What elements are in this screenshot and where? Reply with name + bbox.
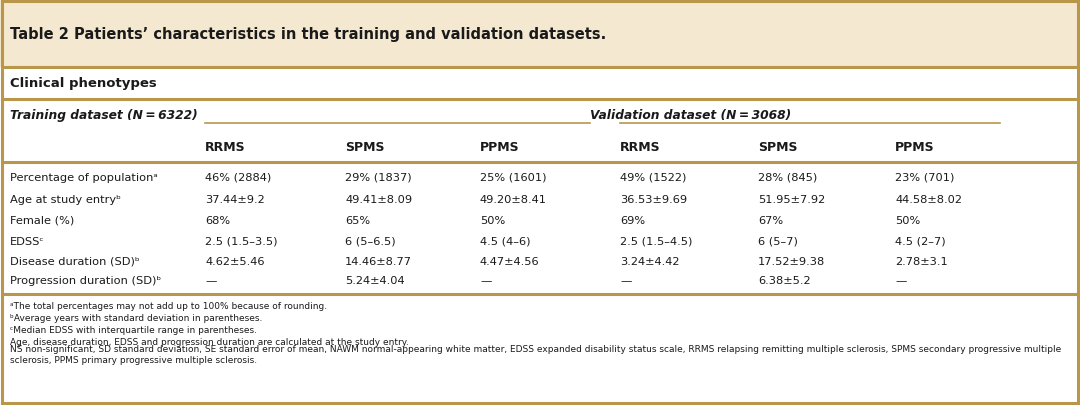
Text: 17.52±9.38: 17.52±9.38 bbox=[758, 256, 825, 266]
Text: Validation dataset (N = 3068): Validation dataset (N = 3068) bbox=[590, 108, 792, 121]
Text: PPMS: PPMS bbox=[895, 141, 934, 154]
Text: 4.47±4.56: 4.47±4.56 bbox=[480, 256, 540, 266]
Text: Female (%): Female (%) bbox=[10, 215, 75, 226]
Text: Percentage of populationᵃ: Percentage of populationᵃ bbox=[10, 173, 158, 183]
Text: RRMS: RRMS bbox=[620, 141, 661, 154]
Text: Training dataset (N = 6322): Training dataset (N = 6322) bbox=[10, 108, 198, 121]
Text: Progression duration (SD)ᵇ: Progression duration (SD)ᵇ bbox=[10, 275, 161, 285]
Text: ᵇAverage years with standard deviation in parentheses.: ᵇAverage years with standard deviation i… bbox=[10, 314, 262, 323]
Text: Clinical phenotypes: Clinical phenotypes bbox=[10, 77, 157, 90]
Text: Age, disease duration, EDSS and progression duration are calculated at the study: Age, disease duration, EDSS and progress… bbox=[10, 338, 408, 347]
Text: 28% (845): 28% (845) bbox=[758, 173, 818, 183]
Text: 49% (1522): 49% (1522) bbox=[620, 173, 687, 183]
Text: Table 2 Patients’ characteristics in the training and validation datasets.: Table 2 Patients’ characteristics in the… bbox=[10, 26, 606, 41]
Text: 69%: 69% bbox=[620, 215, 645, 226]
Text: 50%: 50% bbox=[895, 215, 920, 226]
Text: —: — bbox=[620, 275, 632, 285]
Bar bbox=[0, 0, 1080, 68]
Text: 49.41±8.09: 49.41±8.09 bbox=[345, 194, 413, 205]
Text: 65%: 65% bbox=[345, 215, 370, 226]
Text: 4.5 (4–6): 4.5 (4–6) bbox=[480, 237, 530, 246]
Text: 2.78±3.1: 2.78±3.1 bbox=[895, 256, 948, 266]
Text: 23% (701): 23% (701) bbox=[895, 173, 955, 183]
Text: —: — bbox=[895, 275, 906, 285]
Text: 51.95±7.92: 51.95±7.92 bbox=[758, 194, 825, 205]
Text: 29% (1837): 29% (1837) bbox=[345, 173, 411, 183]
Text: 68%: 68% bbox=[205, 215, 230, 226]
Text: 2.5 (1.5–3.5): 2.5 (1.5–3.5) bbox=[205, 237, 278, 246]
Text: 4.62±5.46: 4.62±5.46 bbox=[205, 256, 265, 266]
Text: 2.5 (1.5–4.5): 2.5 (1.5–4.5) bbox=[620, 237, 692, 246]
Text: 49.20±8.41: 49.20±8.41 bbox=[480, 194, 546, 205]
Text: 6 (5–7): 6 (5–7) bbox=[758, 237, 798, 246]
Text: 44.58±8.02: 44.58±8.02 bbox=[895, 194, 962, 205]
Text: 6.38±5.2: 6.38±5.2 bbox=[758, 275, 811, 285]
Text: 67%: 67% bbox=[758, 215, 783, 226]
Text: SPMS: SPMS bbox=[345, 141, 384, 154]
Text: 46% (2884): 46% (2884) bbox=[205, 173, 271, 183]
Text: SPMS: SPMS bbox=[758, 141, 797, 154]
Text: 14.46±8.77: 14.46±8.77 bbox=[345, 256, 411, 266]
Bar bbox=[0, 68, 1080, 405]
Text: —: — bbox=[205, 275, 216, 285]
Text: 25% (1601): 25% (1601) bbox=[480, 173, 546, 183]
Text: PPMS: PPMS bbox=[480, 141, 519, 154]
Text: RRMS: RRMS bbox=[205, 141, 245, 154]
Text: ᵃThe total percentages may not add up to 100% because of rounding.: ᵃThe total percentages may not add up to… bbox=[10, 302, 327, 311]
Text: Disease duration (SD)ᵇ: Disease duration (SD)ᵇ bbox=[10, 256, 139, 266]
Text: 6 (5–6.5): 6 (5–6.5) bbox=[345, 237, 395, 246]
Text: 4.5 (2–7): 4.5 (2–7) bbox=[895, 237, 946, 246]
Text: 50%: 50% bbox=[480, 215, 505, 226]
Text: NS non-significant, SD standard deviation, SE standard error of mean, NAWM norma: NS non-significant, SD standard deviatio… bbox=[10, 344, 1062, 364]
Text: 36.53±9.69: 36.53±9.69 bbox=[620, 194, 687, 205]
Text: EDSSᶜ: EDSSᶜ bbox=[10, 237, 44, 246]
Text: Age at study entryᵇ: Age at study entryᵇ bbox=[10, 194, 121, 205]
Text: ᶜMedian EDSS with interquartile range in parentheses.: ᶜMedian EDSS with interquartile range in… bbox=[10, 326, 257, 335]
Text: 5.24±4.04: 5.24±4.04 bbox=[345, 275, 405, 285]
Text: —: — bbox=[480, 275, 491, 285]
Text: 37.44±9.2: 37.44±9.2 bbox=[205, 194, 265, 205]
Text: 3.24±4.42: 3.24±4.42 bbox=[620, 256, 679, 266]
